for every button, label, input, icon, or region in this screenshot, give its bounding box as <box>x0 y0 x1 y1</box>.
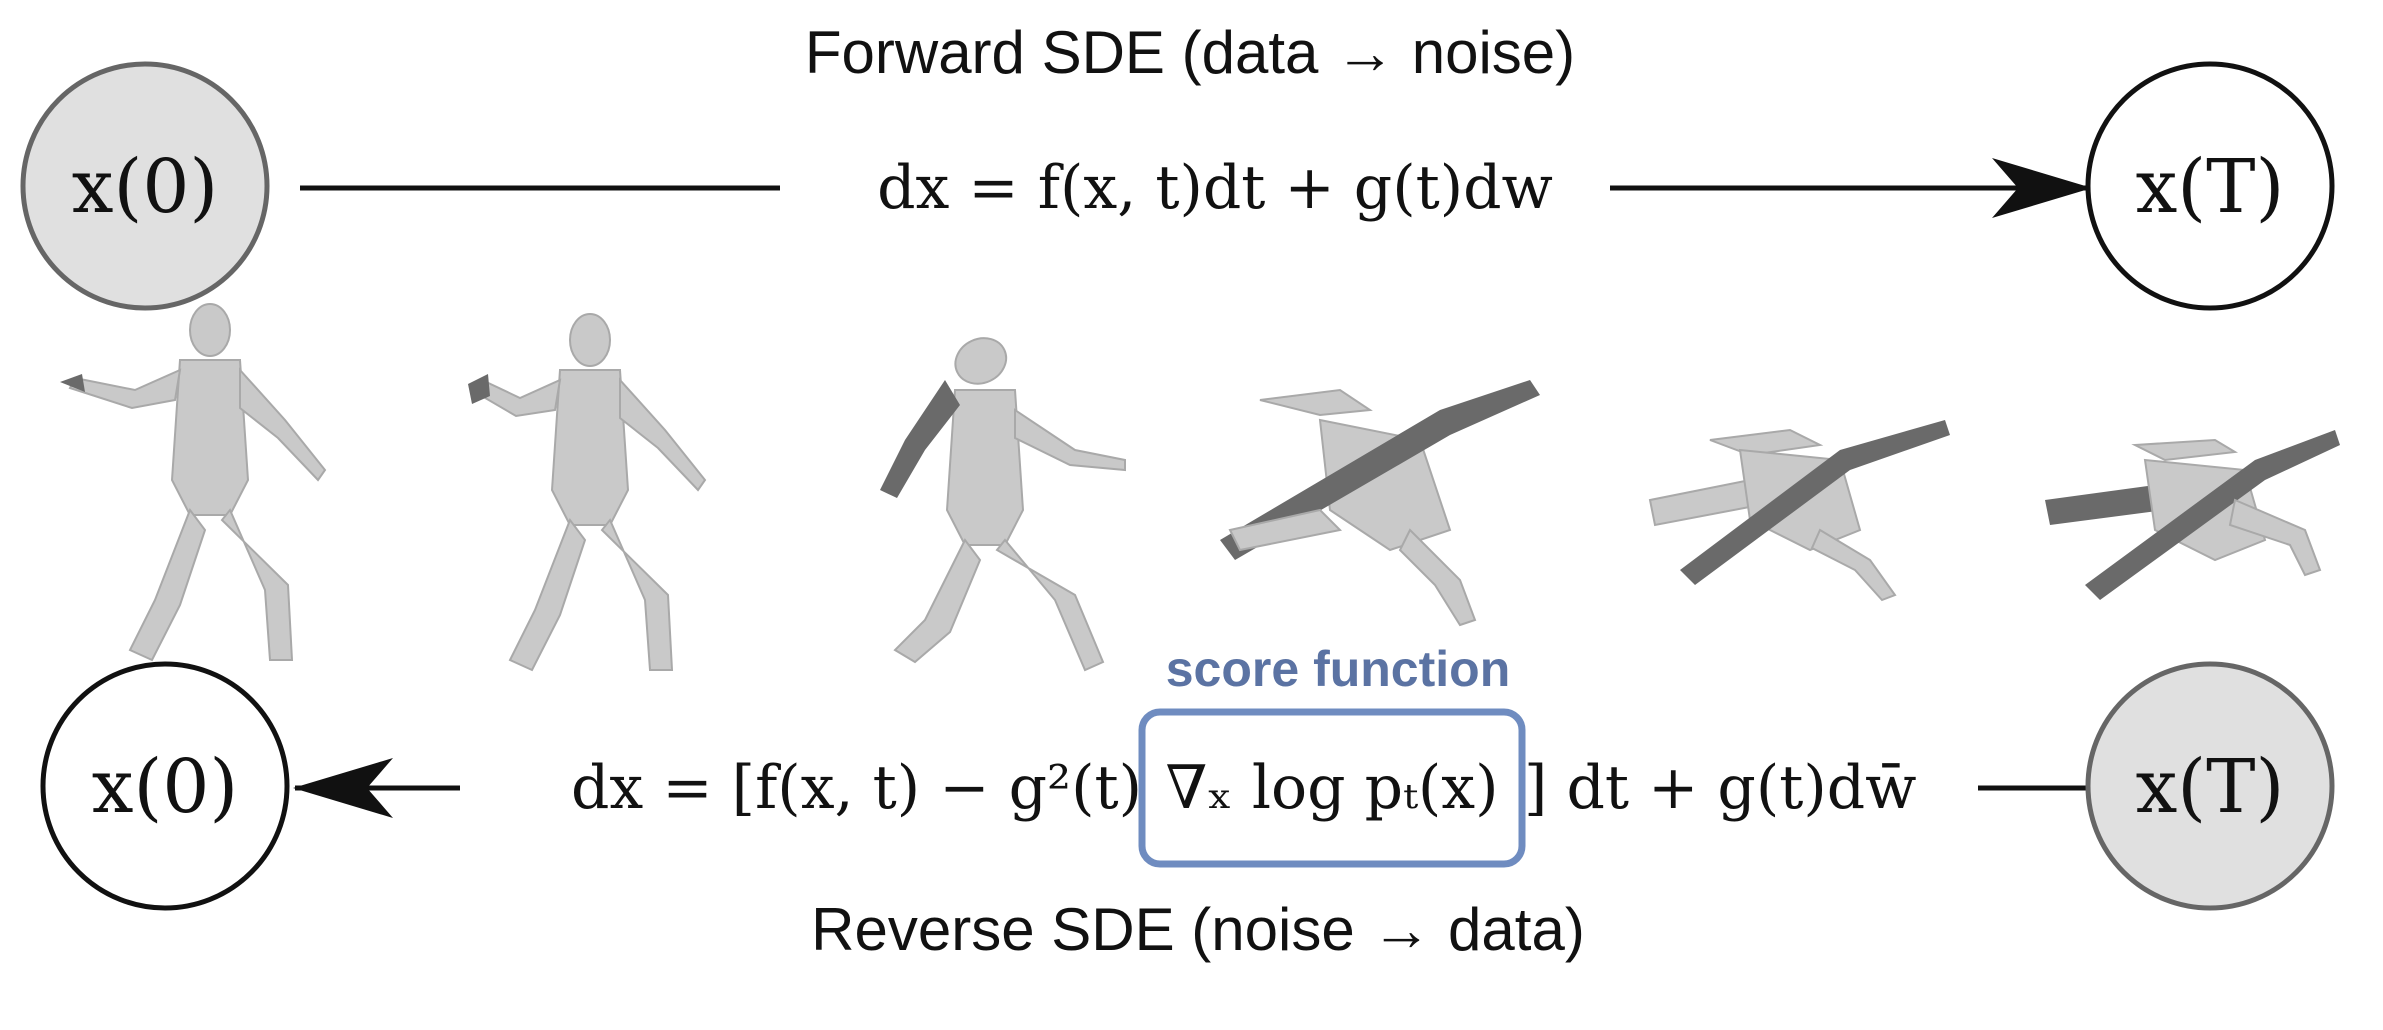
human-mesh-slight-noise <box>468 313 707 672</box>
human-mesh-clean <box>60 303 327 662</box>
forward-end-node-label: x(T) <box>2136 144 2285 230</box>
forward-sde-title: Forward SDE (data → noise) <box>805 19 1575 86</box>
reverse-start-node-label: x(T) <box>2136 744 2285 830</box>
human-mesh-very-heavy-noise <box>1648 420 1950 602</box>
score-function-box <box>1138 708 1526 868</box>
forward-equation: dx = f(x, t)dt + g(t)dw <box>877 153 1553 223</box>
forward-start-node: x(0) <box>20 61 270 311</box>
score-function-label: score function <box>1166 641 1510 697</box>
forward-start-node-label: x(0) <box>72 144 219 230</box>
human-mesh-heavy-noise <box>1220 380 1540 627</box>
human-mesh-moderate-noise <box>880 337 1126 672</box>
reverse-start-node: x(T) <box>2085 661 2335 911</box>
forward-end-node: x(T) <box>2085 61 2335 311</box>
reverse-end-node: x(0) <box>40 661 290 911</box>
reverse-sde-title: Reverse SDE (noise → data) <box>811 896 1585 963</box>
reverse-equation-suffix: ] dt + g(t)dw̄ <box>1524 753 1917 823</box>
reverse-equation-prefix: dx = [f(x, t) − g²(t) <box>571 753 1142 823</box>
human-mesh-pure-noise <box>2045 430 2340 600</box>
reverse-equation-score: ∇ₓ log pₜ(x) <box>1165 753 1498 823</box>
mesh-sequence <box>60 303 2340 672</box>
reverse-end-node-label: x(0) <box>92 744 239 830</box>
